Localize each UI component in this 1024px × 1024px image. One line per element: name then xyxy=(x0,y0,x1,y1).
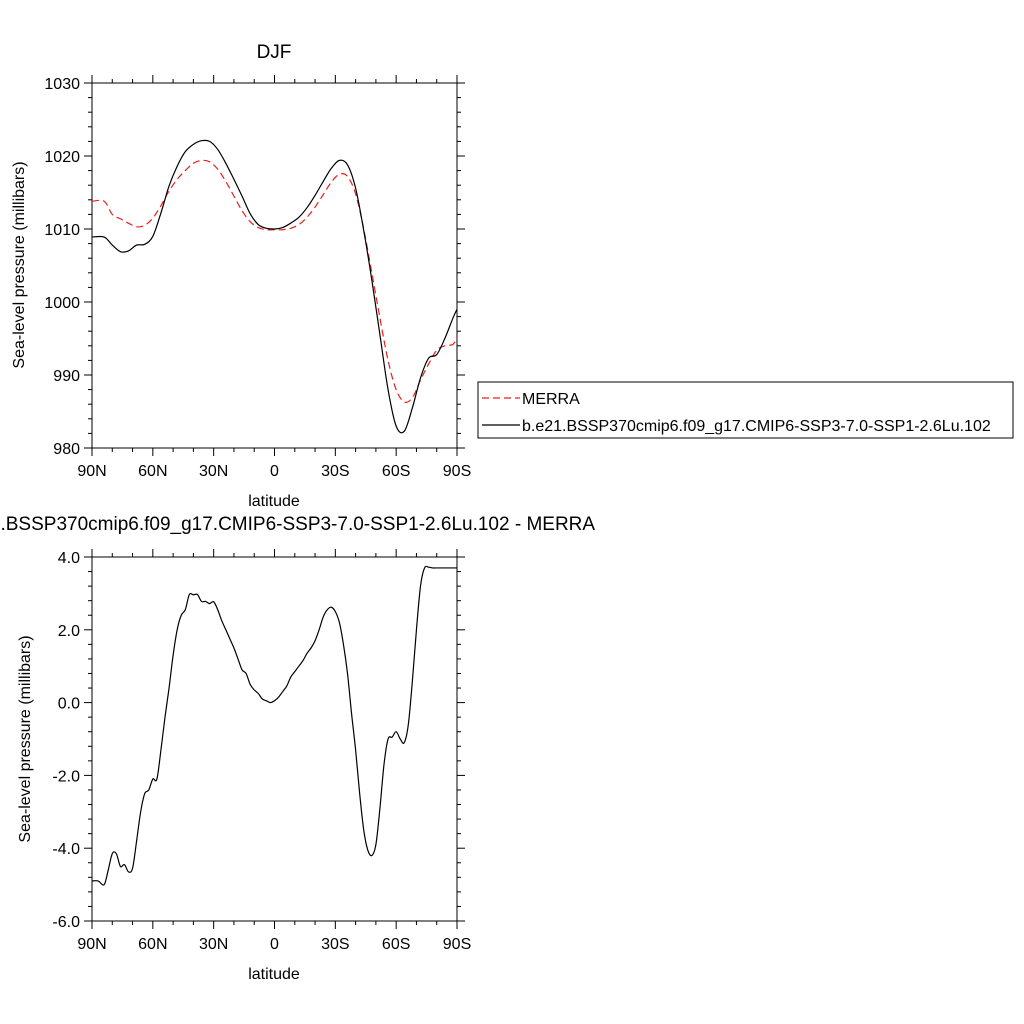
y-tick-label: -4.0 xyxy=(52,841,80,858)
x-tick-label: 90S xyxy=(443,463,471,480)
plot-frame xyxy=(91,82,458,449)
legend: MERRA b.e21.BSSP370cmip6.f09_g17.CMIP6-S… xyxy=(477,381,1014,439)
x-tick-label: 60N xyxy=(138,463,167,480)
x-tick-label: 30S xyxy=(321,936,349,953)
y-tick-label: 2.0 xyxy=(58,623,80,640)
legend-label-merra: MERRA xyxy=(522,391,580,408)
chart-title: b.e21.BSSP370cmip6.f09_g17.CMIP6-SSP3-7.… xyxy=(0,514,595,535)
y-tick-label: -6.0 xyxy=(52,914,80,931)
y-tick-label: 1030 xyxy=(44,76,80,93)
x-tick-label: 30N xyxy=(199,936,228,953)
plot-frame xyxy=(91,556,458,922)
y-tick-label: 980 xyxy=(53,441,80,458)
y-tick-label: 0.0 xyxy=(58,696,80,713)
legend-label-model: b.e21.BSSP370cmip6.f09_g17.CMIP6-SSP3-7.… xyxy=(522,418,991,435)
x-tick-label: 30N xyxy=(199,463,228,480)
series-line-merra xyxy=(91,159,458,404)
axis-ticks: 90N 60N 30N 0 30S 60S 90S 980 990 1000 1010 1020 103… xyxy=(44,75,471,480)
difference-panel: b.e21.BSSP370cmip6.f09_g17.CMIP6-SSP3-7.… xyxy=(0,514,595,983)
difference-line xyxy=(91,565,457,886)
x-tick-label: 30S xyxy=(321,463,349,480)
x-tick-label: 90N xyxy=(77,463,106,480)
series-lines xyxy=(91,139,458,434)
x-tick-label: 90N xyxy=(77,936,106,953)
series-line-model xyxy=(91,139,458,434)
y-tick-label: -2.0 xyxy=(52,768,80,785)
y-axis-label: Sea-level pressure (millibars) xyxy=(17,635,34,842)
djf-panel: DJF 90N 60N 30N 0 30S 60S 90S 980 990 1000 1010 102… xyxy=(11,42,471,510)
x-tick-label: 60N xyxy=(138,936,167,953)
x-axis-label: latitude xyxy=(248,966,300,983)
y-tick-label: 990 xyxy=(53,368,80,385)
chart-title: DJF xyxy=(257,42,292,63)
y-axis-label: Sea-level pressure (millibars) xyxy=(11,161,28,368)
y-tick-label: 4.0 xyxy=(58,550,80,567)
x-tick-label: 60S xyxy=(382,936,410,953)
x-tick-label: 60S xyxy=(382,463,410,480)
x-axis-label: latitude xyxy=(248,493,300,510)
y-tick-label: 1020 xyxy=(44,149,80,166)
series-lines xyxy=(91,565,457,886)
axis-ticks: 90N 60N 30N 0 30S 60S 90S -6.0 -4.0 -2.0 0.0 2.0 4.0 xyxy=(52,549,471,953)
y-tick-label: 1000 xyxy=(44,295,80,312)
x-tick-label: 0 xyxy=(270,463,279,480)
legend-box xyxy=(477,381,1014,439)
y-tick-label: 1010 xyxy=(44,222,80,239)
x-tick-label: 90S xyxy=(443,936,471,953)
x-tick-label: 0 xyxy=(270,936,279,953)
